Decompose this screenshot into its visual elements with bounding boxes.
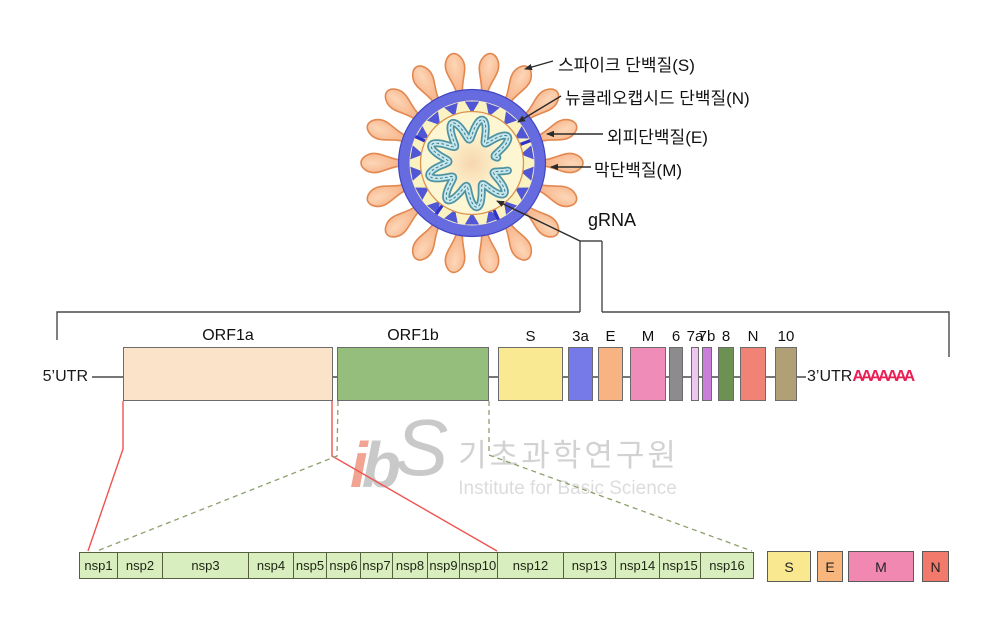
membrane-protein-label: 막단백질(M) bbox=[594, 161, 683, 180]
virus-illustration bbox=[356, 48, 588, 278]
nsp-box: nsp8 bbox=[392, 552, 428, 579]
utr3-label: 3’UTRAAAAAAA bbox=[807, 368, 915, 386]
nucleocapsid-arrow bbox=[517, 95, 562, 123]
ibs-logo: ibS bbox=[350, 408, 448, 523]
grna-label: gRNA bbox=[588, 210, 637, 230]
nsp-box: nsp16 bbox=[700, 552, 754, 579]
orf-label: 8 bbox=[721, 328, 731, 345]
nsp-box: nsp9 bbox=[427, 552, 460, 579]
utr5-label: 5’UTR bbox=[42, 368, 88, 385]
orf-label: 6 bbox=[671, 328, 681, 345]
orf-label: M bbox=[641, 328, 655, 345]
orf-label: E bbox=[605, 328, 616, 345]
nucleocapsid-protein-label: 뉴클레오캡시드 단백질(N) bbox=[565, 89, 750, 108]
orf-box-m: M bbox=[630, 328, 666, 401]
orf-label: N bbox=[747, 328, 759, 345]
poly-a-tail: AAAAAAA bbox=[852, 368, 915, 385]
ibs-logo-b: b bbox=[361, 429, 401, 501]
orf1a-expansion-lines bbox=[87, 401, 498, 552]
orf-box-orf1b: ORF1b bbox=[337, 327, 489, 401]
envelope-protein-label: 외피단백질(E) bbox=[607, 128, 708, 147]
orf-box-10: 10 bbox=[775, 328, 797, 401]
watermark-english-text: Institute for Basic Science bbox=[458, 478, 677, 499]
orf-box-3a: 3a bbox=[568, 328, 593, 401]
structural-box-s: S bbox=[767, 551, 811, 582]
orf-label: 7b bbox=[698, 328, 716, 345]
orf-box-8: 8 bbox=[718, 328, 734, 401]
orf-box-7b: 7b bbox=[699, 328, 715, 401]
membrane-protein-triangles bbox=[410, 101, 534, 225]
orf-box-s: S bbox=[498, 328, 563, 401]
orf-box-7a: 7a bbox=[687, 328, 703, 401]
nsp-box: nsp3 bbox=[162, 552, 249, 579]
grna-tube bbox=[425, 115, 513, 212]
orf-label: ORF1a bbox=[202, 327, 254, 344]
orf-box-orf1a: ORF1a bbox=[123, 327, 333, 401]
watermark-korean-text: 기초과학연구원 bbox=[458, 438, 679, 473]
watermark: ibS 기초과학연구원 Institute for Basic Science bbox=[350, 408, 679, 523]
orf-box-e: E bbox=[598, 328, 623, 401]
orf-label: ORF1b bbox=[387, 327, 439, 344]
orf-box-6: 6 bbox=[669, 328, 683, 401]
orf1b-expansion-lines bbox=[96, 400, 753, 552]
structural-box-n: N bbox=[922, 551, 949, 582]
orf-label: S bbox=[525, 328, 536, 345]
spike-protein-label: 스파이크 단백질(S) bbox=[558, 56, 695, 75]
grna-arrow bbox=[496, 200, 581, 242]
orf-label: 3a bbox=[572, 328, 589, 345]
orf-label: 10 bbox=[777, 328, 795, 345]
nsp-box: nsp10 bbox=[459, 552, 498, 579]
orf-box-n: N bbox=[740, 328, 766, 401]
nsp-box: nsp4 bbox=[248, 552, 294, 579]
utr3-text: 3’UTR bbox=[807, 368, 853, 385]
structural-box-m: M bbox=[848, 551, 914, 582]
nsp-box: nsp1 bbox=[79, 552, 118, 579]
nsp-box: nsp13 bbox=[563, 552, 616, 579]
annotation-arrows bbox=[496, 60, 603, 242]
spike-arrow bbox=[524, 60, 554, 71]
envelope-protein-marks bbox=[413, 132, 531, 221]
orf-label: 7a bbox=[686, 328, 704, 345]
structural-box-e: E bbox=[817, 551, 843, 582]
nsp-box: nsp5 bbox=[293, 552, 327, 579]
nsp-box: nsp7 bbox=[360, 552, 393, 579]
nsp-box: nsp14 bbox=[615, 552, 660, 579]
spike-proteins bbox=[356, 48, 588, 278]
ibs-logo-s: S bbox=[394, 403, 448, 492]
